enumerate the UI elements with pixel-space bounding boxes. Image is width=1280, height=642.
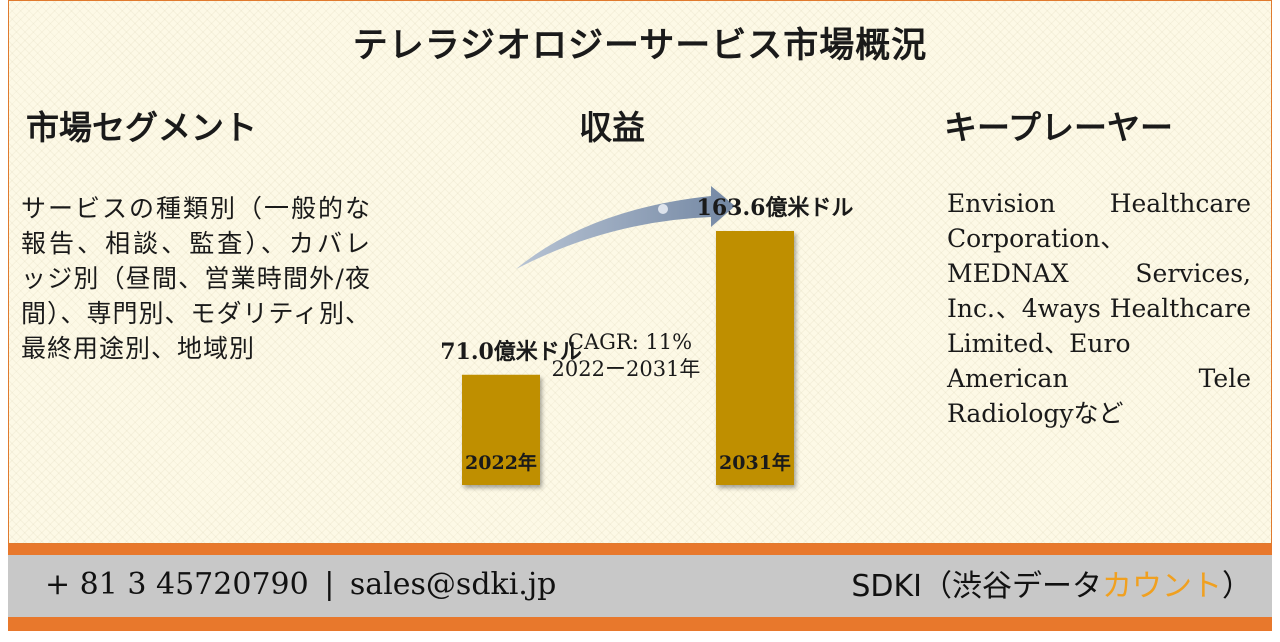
footer-top-band — [8, 544, 1272, 555]
bar-2 — [716, 231, 794, 485]
value-label: 71.0億米ドル — [440, 339, 582, 365]
arrow-dot-icon — [658, 204, 668, 214]
key-player-line: Limited、Euro — [947, 329, 1131, 358]
footer-bar: + 81 3 45720790 | sales@sdki.jp SDKI（渋谷デ… — [8, 555, 1272, 617]
key-player-line: American Tele — [947, 364, 1251, 393]
category-label: 2031年 — [719, 451, 791, 474]
key-player-line: Corporation、 — [947, 224, 1126, 253]
page-title: テレラジオロジーサービス市場概況 — [352, 25, 928, 66]
growth-arrow-icon — [516, 186, 735, 269]
brand-name: SDKI（渋谷データカウント） — [851, 561, 1252, 605]
email-link[interactable]: sales@sdki.jp — [349, 567, 557, 602]
brand-highlight: カウント — [1102, 569, 1222, 604]
revenue-chart: 2022年 71.0億米ドル 2031年 163.6億米ドル CAGR: 11% 20… — [440, 186, 854, 485]
key-players-heading: キープレーヤー — [944, 108, 1174, 147]
cagr-label: CAGR: 11% — [568, 330, 692, 354]
contact-separator: | — [324, 567, 335, 602]
value-label: 163.6億米ドル — [697, 195, 854, 221]
key-player-line: Envision Healthcare — [947, 189, 1251, 218]
category-label: 2022年 — [465, 451, 537, 474]
key-player-line: Inc.、4ways Healthcare — [947, 294, 1251, 323]
cagr-period-label: 2022ー2031年 — [552, 357, 701, 381]
contact-info: + 81 3 45720790 | sales@sdki.jp — [45, 567, 556, 602]
bar-1 — [462, 374, 540, 485]
segment-heading: 市場セグメント — [26, 108, 257, 147]
revenue-heading: 収益 — [579, 108, 645, 147]
key-player-line: Radiologyなど — [947, 399, 1124, 428]
brand-prefix: SDKI（渋谷データ — [851, 569, 1102, 604]
phone-number: + 81 3 45720790 — [45, 567, 309, 602]
key-player-line: MEDNAX Services, — [947, 259, 1251, 288]
infographic-panel: テレラジオロジーサービス市場概況 市場セグメント 収益 キープレーヤー サービス… — [8, 0, 1272, 544]
brand-suffix: ） — [1222, 569, 1252, 604]
footer-bottom-band — [8, 617, 1272, 631]
key-players-list: Envision Healthcare Corporation、 MEDNAX … — [947, 186, 1251, 431]
segment-description: サービスの種類別（一般的な報告、相談、監査）、カバレッジ別（昼間、営業時間外/夜… — [21, 194, 372, 363]
